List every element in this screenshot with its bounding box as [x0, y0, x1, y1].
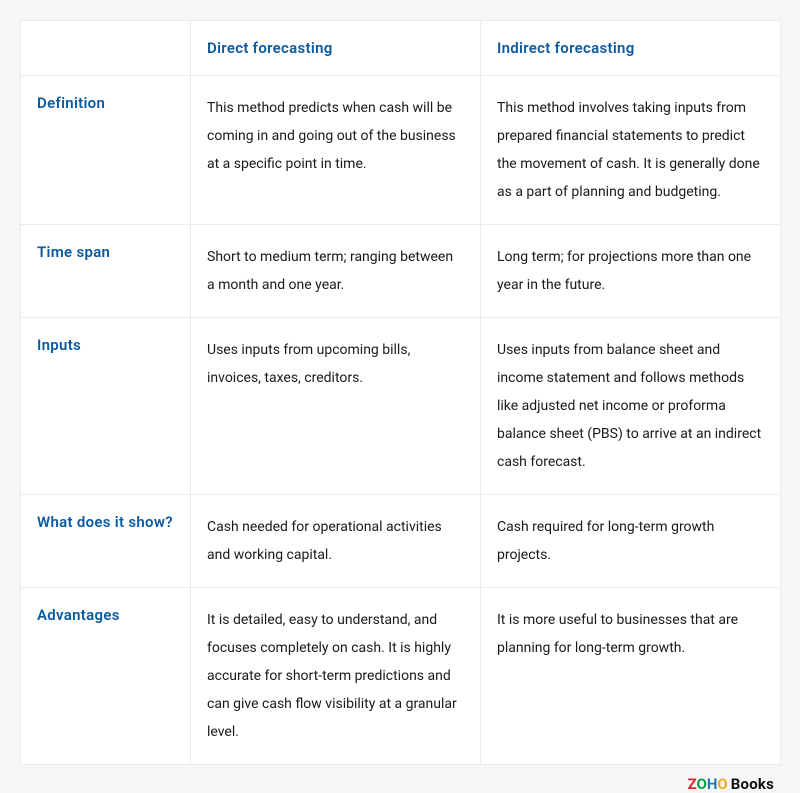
- table-header-row: Direct forecasting Indirect forecasting: [21, 21, 781, 76]
- brand-letter-o1: O: [696, 775, 706, 793]
- table-row: Inputs Uses inputs from upcoming bills, …: [21, 318, 781, 495]
- header-indirect: Indirect forecasting: [481, 21, 781, 76]
- row-label-whatshows: What does it show?: [21, 495, 191, 588]
- cell-inputs-indirect: Uses inputs from balance sheet and incom…: [481, 318, 781, 495]
- row-label-inputs: Inputs: [21, 318, 191, 495]
- brand-letter-o2: O: [717, 775, 727, 793]
- row-label-definition: Definition: [21, 76, 191, 225]
- cell-advantages-direct: It is detailed, easy to understand, and …: [191, 588, 481, 765]
- header-direct: Direct forecasting: [191, 21, 481, 76]
- table-row: What does it show? Cash needed for opera…: [21, 495, 781, 588]
- cell-whatshows-direct: Cash needed for operational activities a…: [191, 495, 481, 588]
- brand-logo: ZOHOBooks: [20, 765, 780, 793]
- row-label-advantages: Advantages: [21, 588, 191, 765]
- cell-definition-direct: This method predicts when cash will be c…: [191, 76, 481, 225]
- comparison-table: Direct forecasting Indirect forecasting …: [20, 20, 781, 765]
- cell-timespan-direct: Short to medium term; ranging between a …: [191, 225, 481, 318]
- cell-timespan-indirect: Long term; for projections more than one…: [481, 225, 781, 318]
- brand-letter-h: H: [707, 775, 718, 793]
- row-label-timespan: Time span: [21, 225, 191, 318]
- cell-inputs-direct: Uses inputs from upcoming bills, invoice…: [191, 318, 481, 495]
- table-row: Definition This method predicts when cas…: [21, 76, 781, 225]
- cell-advantages-indirect: It is more useful to businesses that are…: [481, 588, 781, 765]
- cell-whatshows-indirect: Cash required for long-term growth proje…: [481, 495, 781, 588]
- table-row: Time span Short to medium term; ranging …: [21, 225, 781, 318]
- brand-books: Books: [731, 775, 774, 793]
- header-blank: [21, 21, 191, 76]
- cell-definition-indirect: This method involves taking inputs from …: [481, 76, 781, 225]
- table-row: Advantages It is detailed, easy to under…: [21, 588, 781, 765]
